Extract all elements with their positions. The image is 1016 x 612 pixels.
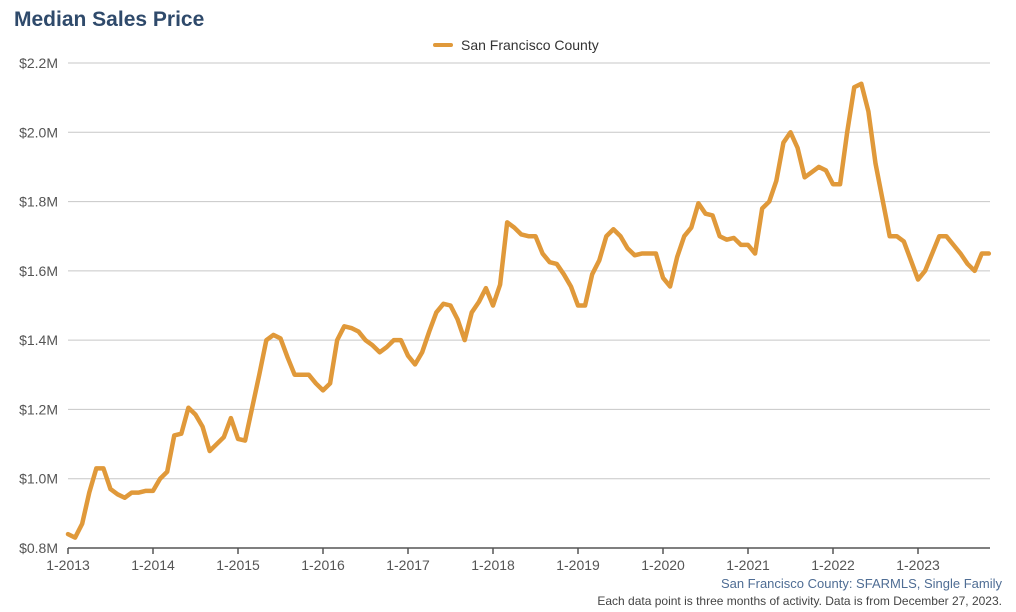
x-tick: 1-2014 [131, 548, 175, 573]
x-tick-label: 1-2015 [216, 557, 260, 573]
x-tick-label: 1-2021 [726, 557, 770, 573]
y-tick-label: $2.2M [19, 55, 58, 71]
x-tick: 1-2017 [386, 548, 430, 573]
y-tick: $1.0M [19, 471, 990, 487]
y-tick-label: $2.0M [19, 124, 58, 140]
source-text: San Francisco County: SFARMLS, Single Fa… [720, 576, 1002, 591]
y-tick-label: $1.6M [19, 263, 58, 279]
x-tick: 1-2023 [896, 548, 940, 573]
y-tick-label: $1.2M [19, 401, 58, 417]
x-tick-label: 1-2016 [301, 557, 345, 573]
legend: San Francisco County [433, 37, 599, 53]
x-tick-label: 1-2013 [46, 557, 90, 573]
note-text: Each data point is three months of activ… [597, 594, 1002, 608]
y-tick-label: $1.8M [19, 194, 58, 210]
x-tick-label: 1-2019 [556, 557, 600, 573]
x-tick: 1-2013 [46, 548, 90, 573]
series-line [65, 81, 992, 540]
x-tick: 1-2016 [301, 548, 345, 573]
x-tick-label: 1-2017 [386, 557, 430, 573]
x-tick-label: 1-2020 [641, 557, 685, 573]
y-tick-label: $0.8M [19, 540, 58, 556]
chart-title: Median Sales Price [14, 8, 205, 31]
x-tick-label: 1-2023 [896, 557, 940, 573]
legend-swatch [433, 43, 453, 47]
y-tick-label: $1.4M [19, 332, 58, 348]
x-tick: 1-2020 [641, 548, 685, 573]
y-tick: $2.2M [19, 55, 990, 71]
x-tick-label: 1-2022 [811, 557, 855, 573]
y-tick: $1.2M [19, 401, 990, 417]
x-tick-label: 1-2014 [131, 557, 175, 573]
y-tick: $1.8M [19, 194, 990, 210]
x-tick: 1-2022 [811, 548, 855, 573]
y-tick: $2.0M [19, 124, 990, 140]
y-tick: $1.6M [19, 263, 990, 279]
x-tick: 1-2018 [471, 548, 515, 573]
y-tick-label: $1.0M [19, 471, 58, 487]
y-tick: $0.8M [19, 540, 58, 556]
x-tick: 1-2015 [216, 548, 260, 573]
x-tick: 1-2021 [726, 548, 770, 573]
legend-label: San Francisco County [461, 37, 599, 53]
x-tick-label: 1-2018 [471, 557, 515, 573]
y-tick: $1.4M [19, 332, 990, 348]
x-tick: 1-2019 [556, 548, 600, 573]
